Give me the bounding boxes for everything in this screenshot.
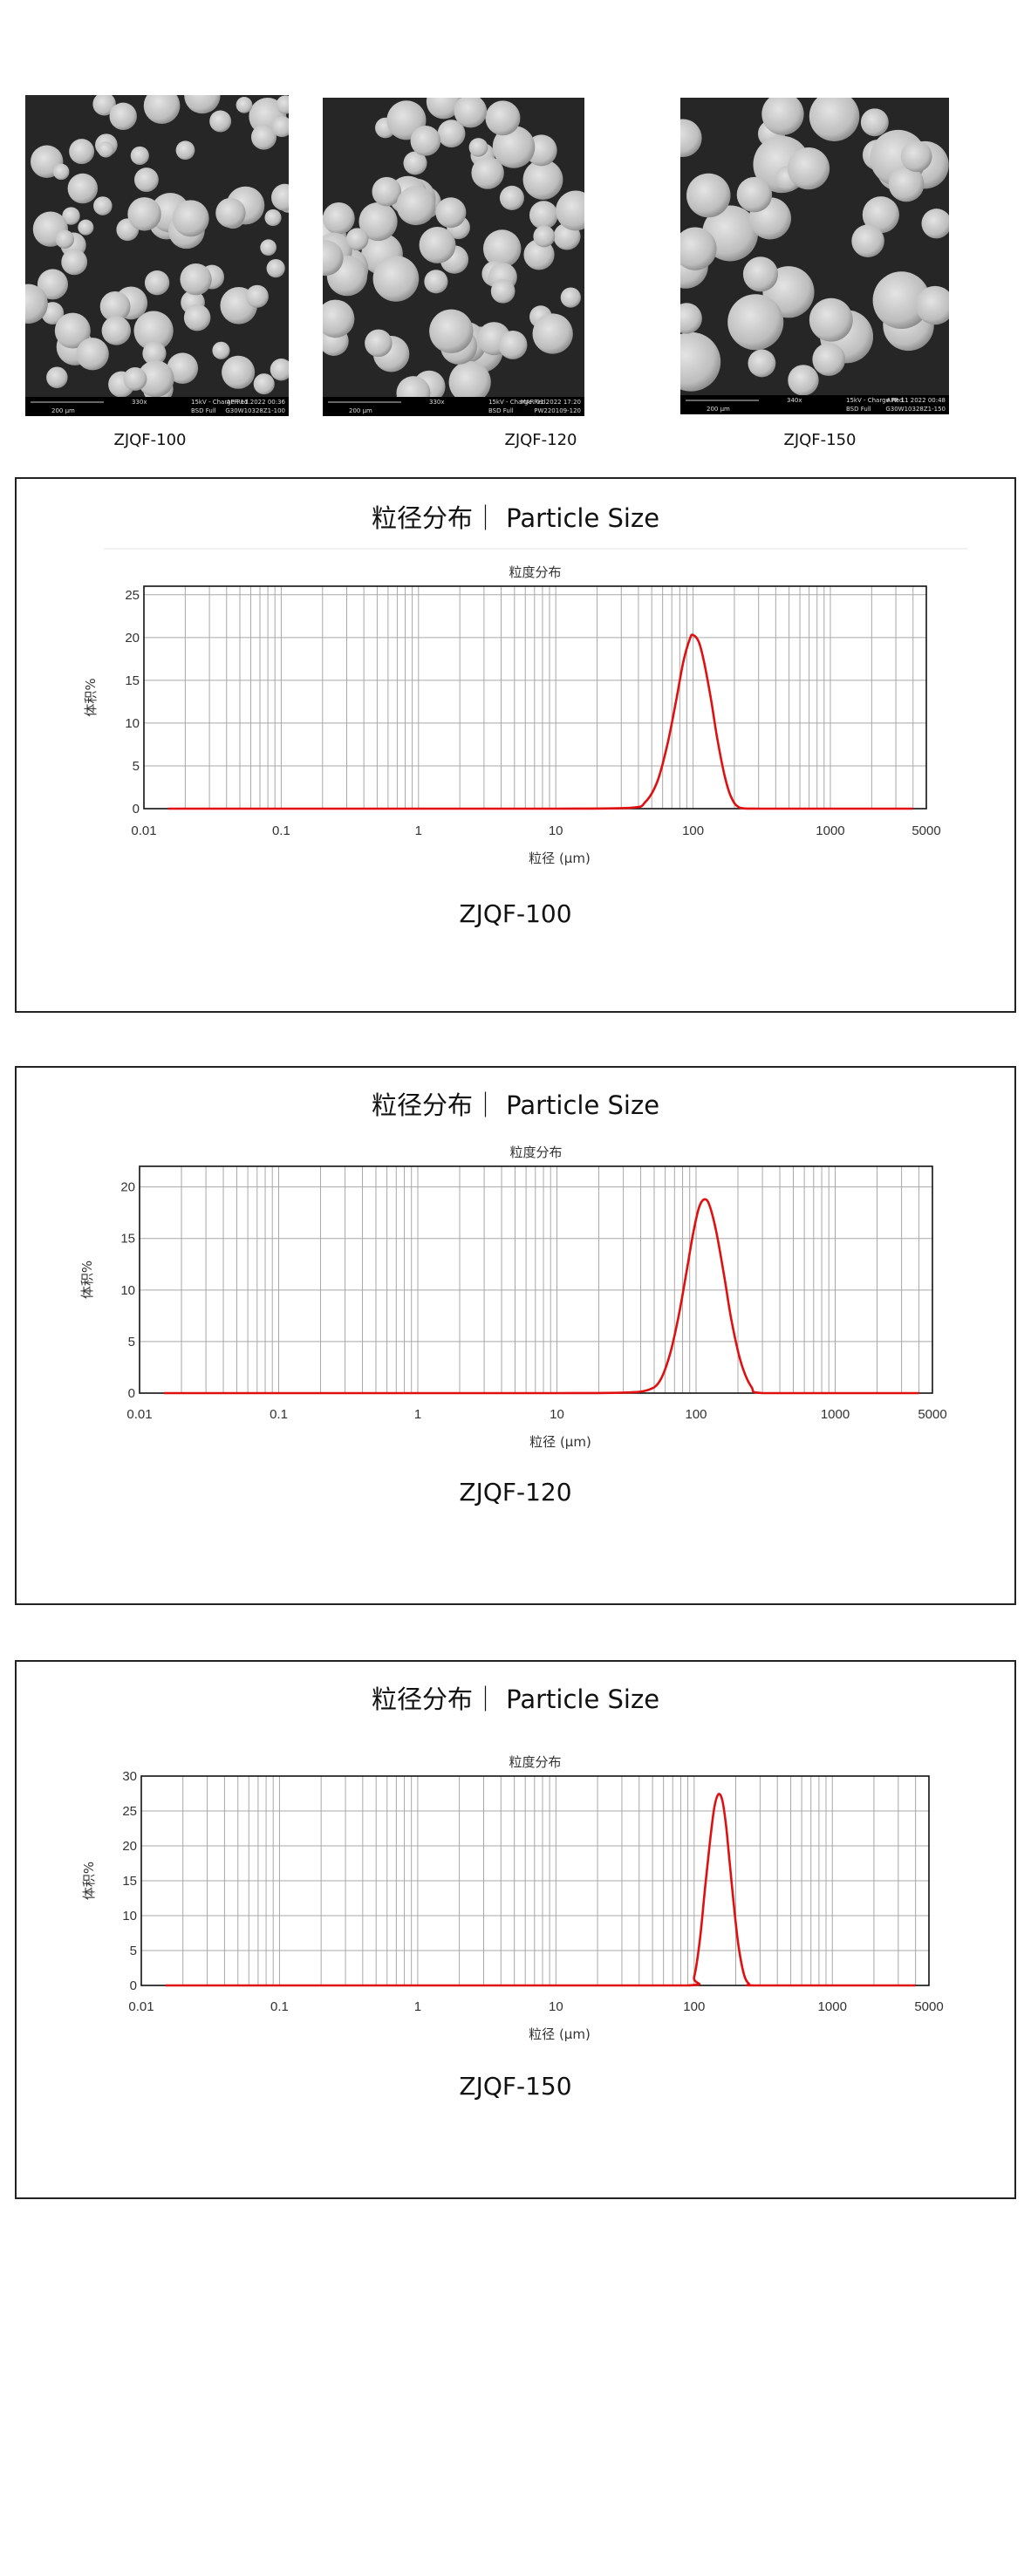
x-tick-label: 1 xyxy=(414,1999,421,2014)
x-tick-label: 5000 xyxy=(912,823,940,838)
y-tick-label: 15 xyxy=(120,1232,135,1247)
particle-size-chart: 粒度分布 0 5 10 15 20 25 30 0.01 0.1 1 10 100 1000 5000 粒径 … xyxy=(81,1754,944,2042)
grid-lines xyxy=(143,586,927,809)
x-tick-label: 0.1 xyxy=(272,823,290,838)
y-tick-label: 10 xyxy=(122,1909,137,1923)
micrograph-image: 200 µm 330x 15kV - Charge Red.BSD Full MAR … xyxy=(323,98,584,416)
x-tick-label: 1 xyxy=(415,823,422,838)
x-tick-label: 0.01 xyxy=(126,1407,152,1422)
x-tick-label: 100 xyxy=(683,1999,705,2014)
svg-text:15kV - Charge Red.: 15kV - Charge Red. xyxy=(846,397,905,404)
x-tick-label: 10 xyxy=(550,1407,564,1422)
y-tick-label: 0 xyxy=(133,802,140,817)
x-tick-label: 100 xyxy=(685,1407,707,1422)
chart-title: 粒度分布 xyxy=(509,1754,561,1770)
y-tick-label: 30 xyxy=(122,1769,137,1784)
x-tick-label: 5000 xyxy=(918,1407,946,1422)
particle-size-chart: 粒度分布 0 5 10 15 20 0.01 0.1 1 10 100 1000 5000 粒径 (µm)… xyxy=(79,1145,947,1450)
y-tick-label: 20 xyxy=(125,631,140,646)
svg-text:PW220109-120: PW220109-120 xyxy=(534,407,581,414)
x-tick-label: 1000 xyxy=(821,1407,850,1422)
y-tick-label: 10 xyxy=(120,1283,135,1298)
sem-caption-zjqf-150: ZJQF-150 xyxy=(783,431,857,449)
panel-caption: ZJQF-100 xyxy=(459,899,572,928)
x-axis-title: 粒径 (µm) xyxy=(529,851,591,866)
svg-text:MAR 01 2022 17:20: MAR 01 2022 17:20 xyxy=(521,399,581,406)
sem-caption-zjqf-120: ZJQF-120 xyxy=(504,431,577,449)
y-tick-label: 0 xyxy=(128,1386,135,1401)
y-tick-label: 20 xyxy=(120,1180,135,1195)
sem-caption-zjqf-100: ZJQF-100 xyxy=(113,431,187,449)
y-tick-label: 15 xyxy=(125,673,140,688)
grid-lines xyxy=(140,1775,930,1985)
svg-text:340x: 340x xyxy=(787,397,802,404)
panel-title: 粒径分布｜ Particle Size xyxy=(371,1684,660,1714)
panel-caption: ZJQF-120 xyxy=(459,1478,572,1507)
svg-text:200 µm: 200 µm xyxy=(51,407,75,414)
svg-text:BSD Full: BSD Full xyxy=(191,407,216,414)
sem-image-zjqf-150: 200 µm 340x 15kV - Charge Red. BSD Full APR … xyxy=(680,98,949,414)
panel-caption: ZJQF-150 xyxy=(459,2072,572,2101)
y-tick-label: 25 xyxy=(125,588,140,603)
x-tick-label: 10 xyxy=(549,1999,563,2014)
svg-text:BSD Full: BSD Full xyxy=(488,407,514,414)
micrograph-image: 200 µm 330x 15kV - Charge Red.BSD Full APR … xyxy=(25,95,289,416)
x-tick-label: 1000 xyxy=(818,1999,847,2014)
svg-text:BSD Full: BSD Full xyxy=(846,406,871,413)
particle-size-panel-zjqf-120: 粒径分布｜ Particle Size 粒度分布 0 5 10 15 20 0.01 0.1 1… xyxy=(15,1066,1016,1605)
y-tick-label: 20 xyxy=(122,1839,137,1854)
sem-image-zjqf-100: 200 µm 330x 15kV - Charge Red. BSD Full APR … xyxy=(25,95,289,416)
distribution-curve xyxy=(164,1198,919,1395)
particle-size-panel-zjqf-150: 粒径分布｜ Particle Size 粒度分布 0 5 10 15 20 25 30 0.01… xyxy=(15,1660,1016,2199)
panel-title: 粒径分布｜ Particle Size xyxy=(371,1090,660,1120)
distribution-curve xyxy=(167,633,913,810)
y-axis-title: 体积% xyxy=(81,1862,97,1900)
y-axis-title: 体积% xyxy=(79,1261,95,1299)
svg-text:APR 11 2022 00:36: APR 11 2022 00:36 xyxy=(227,399,286,406)
y-tick-label: 5 xyxy=(128,1335,135,1349)
panel-title: 粒径分布｜ Particle Size xyxy=(371,503,660,533)
svg-text:G30W10328Z1-150: G30W10328Z1-150 xyxy=(885,406,946,413)
y-tick-label: 0 xyxy=(130,1978,137,1993)
svg-text:APR 11 2022 00:48: APR 11 2022 00:48 xyxy=(887,397,946,404)
sem-image-zjqf-120: 200 µm 330x 15kV - Charge Red. BSD Full MAR … xyxy=(323,98,584,416)
svg-text:15kV - Charge Red.: 15kV - Charge Red. xyxy=(488,399,548,406)
y-axis-title: 体积% xyxy=(83,678,99,716)
y-tick-label: 25 xyxy=(122,1804,137,1819)
grid-lines xyxy=(139,1166,933,1393)
y-tick-label: 5 xyxy=(133,759,140,774)
x-tick-label: 5000 xyxy=(914,1999,943,2014)
x-tick-label: 0.1 xyxy=(270,1407,288,1422)
x-tick-label: 1 xyxy=(414,1407,421,1422)
svg-text:330x: 330x xyxy=(132,399,147,406)
x-tick-label: 10 xyxy=(549,823,563,838)
sem-image-row: 200 µm 330x 15kV - Charge Red. BSD Full APR … xyxy=(0,0,1031,471)
svg-text:200 µm: 200 µm xyxy=(349,407,372,414)
x-tick-label: 1000 xyxy=(816,823,844,838)
particle-size-panel-zjqf-100: 粒径分布｜ Particle Size 粒度分布 0 5 10 15 20 25 0.01 0.… xyxy=(15,477,1016,1013)
x-tick-label: 0.1 xyxy=(270,1999,289,2014)
y-tick-label: 5 xyxy=(130,1944,137,1958)
x-tick-label: 0.01 xyxy=(131,823,156,838)
x-axis-title: 粒径 (µm) xyxy=(529,1434,591,1450)
x-tick-label: 100 xyxy=(682,823,704,838)
micrograph-image: 200 µm 340x 15kV - Charge Red. BSD Full APR … xyxy=(680,98,949,414)
svg-text:15kV - Charge Red.: 15kV - Charge Red. xyxy=(191,399,250,406)
svg-text:G30W10328Z1-100: G30W10328Z1-100 xyxy=(225,407,285,414)
y-tick-label: 10 xyxy=(125,716,140,731)
svg-text:330x: 330x xyxy=(429,399,445,406)
y-tick-label: 15 xyxy=(122,1874,137,1889)
chart-title: 粒度分布 xyxy=(509,1145,562,1160)
x-tick-label: 0.01 xyxy=(128,1999,154,2014)
svg-text:200 µm: 200 µm xyxy=(707,406,730,413)
particle-size-chart: 粒度分布 0 5 10 15 20 25 0.01 0.1 1 10 100 1000 5000 粒径 (µ… xyxy=(83,548,967,866)
x-axis-title: 粒径 (µm) xyxy=(529,2026,591,2042)
chart-title: 粒度分布 xyxy=(509,564,561,580)
distribution-curve xyxy=(165,1793,916,1987)
